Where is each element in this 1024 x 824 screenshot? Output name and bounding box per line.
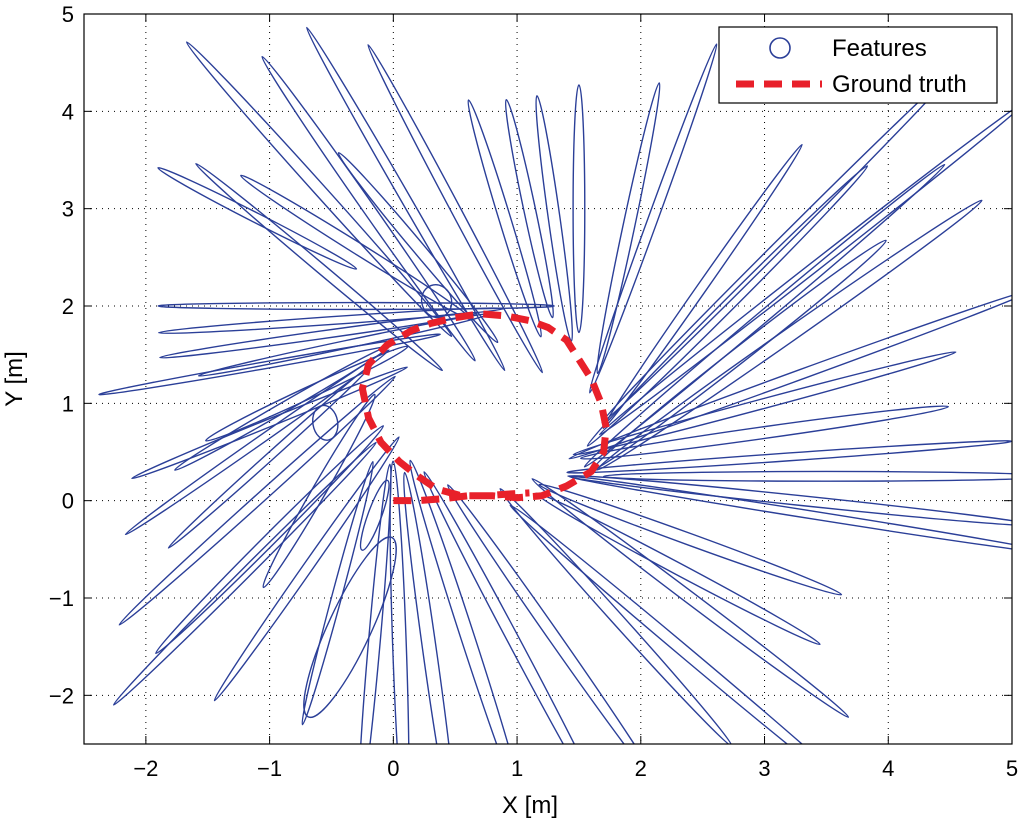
feature-ellipse (240, 174, 473, 321)
feature-ellipse (420, 284, 453, 319)
feature-ellipse (389, 460, 410, 744)
axis-ticks (84, 13, 1013, 744)
feature-ellipse (301, 460, 374, 726)
legend-features-label: Features (832, 35, 927, 62)
x-tick-label: 5 (1006, 756, 1018, 781)
feature-ellipse (572, 84, 586, 334)
feature-ellipse (603, 470, 1012, 482)
legend-features-marker (769, 37, 791, 59)
y-tick-label: −2 (49, 683, 74, 708)
feature-ellipse (572, 351, 957, 456)
feature-ellipse (580, 405, 950, 460)
feature-ellipse (155, 425, 385, 655)
y-axis-label: Y [m] (1, 351, 28, 407)
feature-ellipse (359, 479, 390, 551)
feature-ellipse (157, 166, 358, 270)
feature-ellipse (531, 478, 850, 718)
legend-box (718, 26, 998, 104)
feature-ellipse (446, 484, 662, 744)
legend-ground-truth-label: Ground truth (832, 71, 967, 98)
feature-ellipse (131, 366, 408, 480)
x-tick-label: 4 (882, 756, 894, 781)
feature-ellipse (303, 536, 397, 719)
feature-ellipse (262, 393, 376, 589)
feature-ellipse (261, 55, 476, 362)
y-tick-labels: −2 −1 0 1 2 3 4 5 (49, 2, 74, 708)
y-tick-label: −1 (49, 586, 74, 611)
feature-ellipse (305, 26, 506, 372)
x-tick-label: 1 (511, 756, 523, 781)
y-tick-label: 5 (62, 2, 74, 27)
x-tick-label: −2 (133, 756, 158, 781)
y-tick-label: 0 (62, 489, 74, 514)
feature-ellipse (509, 504, 872, 744)
feature-ellipse (583, 163, 946, 468)
feature-ellipse (157, 301, 555, 311)
feature-ellipse (499, 487, 733, 744)
feature-ellipse (588, 43, 718, 394)
feature-ellipse (602, 143, 803, 430)
feature-ellipse (423, 471, 611, 744)
feature-ellipse (367, 44, 544, 374)
feature-ellipse (535, 95, 574, 342)
feature-ellipse (98, 333, 441, 396)
feature-ellipse (586, 165, 869, 447)
feature-ellipse (598, 98, 1012, 436)
feature-ellipse (112, 441, 377, 706)
feature-ellipse (595, 199, 983, 471)
x-tick-label: 0 (387, 756, 399, 781)
y-tick-label: 1 (62, 391, 74, 416)
feature-ellipse (195, 162, 444, 372)
feature-ellipse (568, 288, 1012, 460)
feature-ellipse (337, 152, 499, 344)
legend: Features Ground truth (718, 26, 998, 104)
x-tick-label: 2 (635, 756, 647, 781)
y-tick-label: 3 (62, 197, 74, 222)
feature-ellipse (567, 474, 1012, 527)
x-tick-labels: −2 −1 0 1 2 3 4 5 (133, 756, 1018, 781)
feature-ellipse (538, 483, 843, 596)
feature-ellipse (409, 459, 526, 744)
x-axis-label: X [m] (502, 792, 558, 819)
feature-ellipse (467, 99, 542, 338)
feature-ellipse (504, 99, 554, 319)
y-tick-label: 2 (62, 294, 74, 319)
feature-ellipse (596, 82, 661, 375)
feature-ellipse (403, 471, 458, 744)
feature-ellipse (124, 349, 390, 536)
y-tick-label: 4 (62, 99, 74, 124)
plot-frame (83, 13, 1013, 745)
x-tick-label: −1 (257, 756, 282, 781)
feature-ellipse (312, 404, 339, 441)
feature-ellipse (568, 475, 1012, 555)
feature-ellipse (118, 375, 396, 626)
feature-ellipse (213, 436, 400, 702)
feature-ellipse (185, 41, 453, 338)
x-tick-label: 3 (758, 756, 770, 781)
ground-truth-line (358, 310, 610, 505)
ground-truth-series (358, 310, 610, 505)
